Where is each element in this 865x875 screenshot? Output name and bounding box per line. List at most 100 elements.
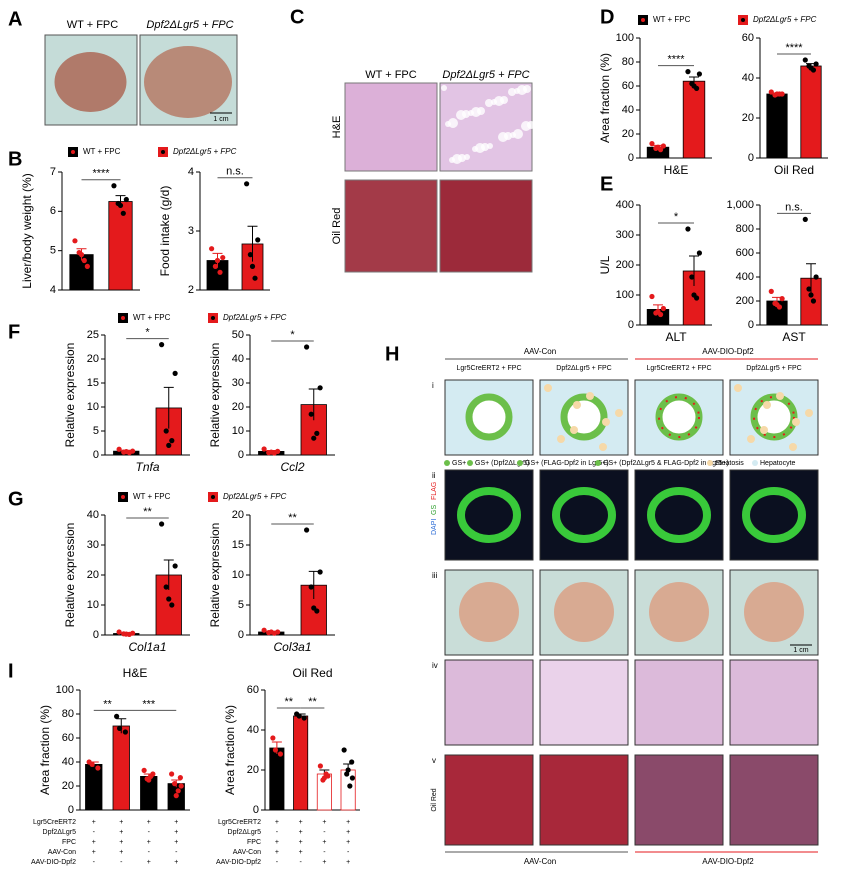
row-numeral: i (432, 381, 434, 390)
liver (459, 582, 519, 642)
data-point (349, 775, 355, 781)
y-tick-label: 30 (87, 539, 99, 551)
design-sign: + (119, 829, 123, 836)
vein-ring (655, 393, 703, 441)
design-sign: - (93, 859, 96, 866)
significance-label: ** (143, 506, 152, 518)
design-sign: - (120, 859, 123, 866)
x-category-label: Tnfa (135, 460, 159, 474)
data-point (321, 775, 327, 781)
data-point (808, 65, 814, 71)
column-label: Lgr5CreERT2 + FPC (646, 365, 711, 372)
data-point (217, 269, 223, 275)
y-tick-label: 7 (50, 166, 56, 178)
data-point (270, 735, 276, 741)
y-tick-label: 0 (628, 152, 634, 164)
error-bar (163, 386, 174, 429)
steatosis (776, 392, 784, 400)
legend-label: Dpf2ΔLgr5 + FPC (173, 147, 237, 156)
y-tick-label: 60 (62, 732, 74, 744)
data-point (159, 521, 165, 527)
steatosis (615, 409, 623, 417)
oil-image (439, 179, 533, 273)
row-numeral: v (432, 756, 436, 765)
legend-label: Hepatocyte (760, 460, 796, 467)
x-category-label: Ccl2 (280, 460, 304, 474)
group-label: AAV-Con (524, 857, 556, 866)
y-tick-label: 0 (68, 804, 74, 816)
design-sign: + (174, 859, 178, 866)
y-axis-label: Relative expression (63, 523, 77, 628)
y-tick-label: 60 (742, 32, 754, 44)
design-label: AAV-DIO-Dpf2 (216, 859, 261, 866)
y-tick-label: 4 (188, 166, 194, 178)
y-tick-label: 10 (87, 401, 99, 413)
data-point (272, 747, 279, 753)
y-tick-label: 20 (87, 353, 99, 365)
he-image (444, 659, 534, 746)
design-sign: - (148, 829, 151, 836)
design-sign: + (299, 819, 303, 826)
data-point (277, 751, 284, 757)
design-sign: + (92, 849, 96, 856)
legend-dot (211, 495, 215, 499)
data-point (123, 631, 129, 637)
y-axis-label: Liver/body weight (%) (20, 173, 34, 288)
legend-label: GS+ (FLAG-Dpf2 in Lgr5+) (525, 460, 609, 467)
bar (293, 715, 309, 811)
legend-swatch (707, 460, 713, 466)
design-sign: - (93, 829, 96, 836)
vacuole (449, 157, 455, 163)
x-category-label: H&E (664, 163, 689, 177)
data-point (317, 569, 323, 575)
chart-title: Oil Red (292, 666, 332, 680)
he-image (539, 659, 629, 746)
legend-dot (211, 316, 215, 320)
design-sign: + (346, 819, 350, 826)
data-point (146, 777, 152, 783)
data-point (649, 293, 655, 300)
gs-stain (457, 487, 521, 543)
legend-swatch (467, 460, 473, 466)
y-tick-label: 15 (232, 539, 244, 551)
x-category-label: Col1a1 (128, 640, 166, 654)
design-sign: + (119, 839, 123, 846)
design-sign: + (147, 839, 151, 846)
y-tick-label: 40 (232, 353, 244, 365)
bar (682, 80, 706, 159)
vacuole (508, 88, 516, 96)
design-sign: - (175, 849, 178, 856)
data-point (249, 263, 256, 269)
significance-label: * (145, 327, 150, 339)
design-label: AAV-Con (48, 849, 76, 856)
legend-label: WT + FPC (133, 313, 171, 322)
data-point (214, 257, 221, 264)
significance-label: * (674, 211, 679, 223)
photo-label: WT + FPC (67, 19, 118, 31)
y-tick-label: 60 (247, 684, 259, 696)
data-point (212, 263, 218, 269)
gs-stain (647, 487, 711, 543)
data-point (774, 302, 780, 308)
photo-label: Dpf2ΔLgr5 + FPC (146, 19, 233, 31)
design-label: FPC (62, 839, 76, 846)
panel-letter: C (290, 6, 304, 28)
design-sign: - (148, 849, 151, 856)
liver (144, 46, 232, 118)
y-tick-label: 80 (622, 56, 634, 68)
data-point (317, 763, 323, 769)
y-tick-label: 100 (616, 32, 634, 44)
significance-label: ** (103, 698, 112, 710)
data-point (345, 767, 351, 773)
data-point (774, 91, 780, 97)
significance-label: * (290, 329, 295, 341)
y-tick-label: 40 (87, 509, 99, 521)
x-category-label: ALT (665, 330, 687, 344)
x-category-label: Oil Red (774, 163, 814, 177)
oil-image (444, 754, 534, 846)
bar (85, 764, 103, 811)
vacuole (498, 132, 508, 142)
design-sign: + (174, 839, 178, 846)
data-point (689, 274, 695, 280)
legend-label: Dpf2ΔLgr5 + FPC (753, 15, 817, 24)
